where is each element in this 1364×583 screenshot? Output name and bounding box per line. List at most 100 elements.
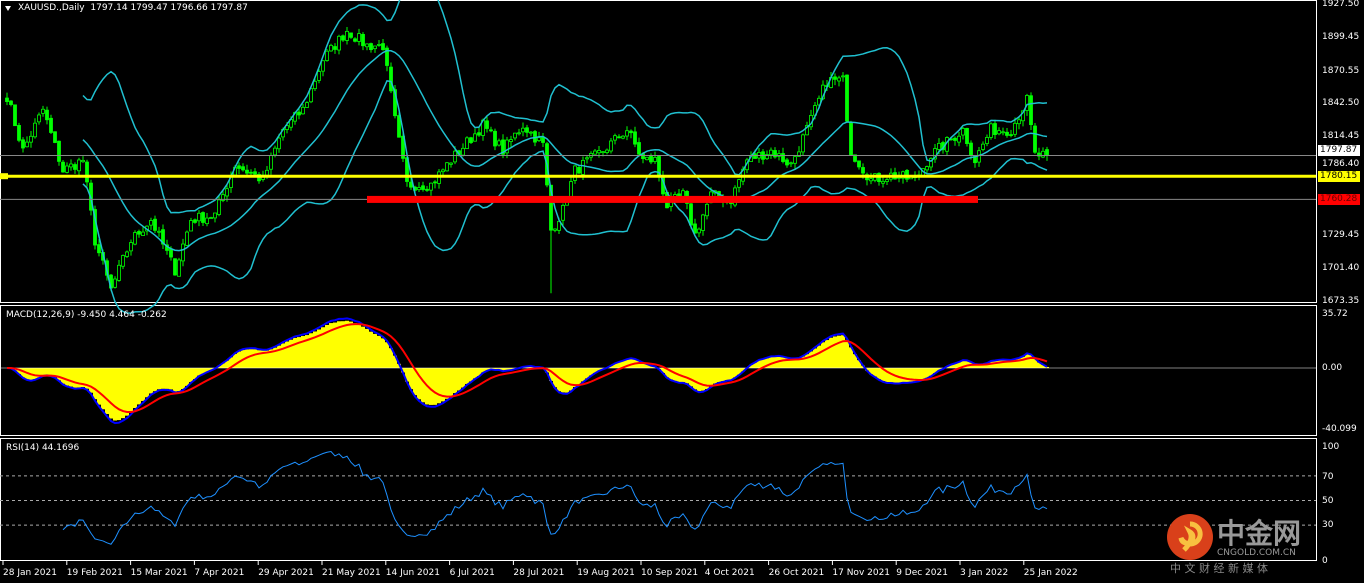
macd-histogram-bar <box>281 343 285 368</box>
candle-body <box>441 169 445 173</box>
candle-body <box>381 43 385 51</box>
candle-body <box>841 75 845 78</box>
macd-histogram-bar <box>181 368 185 390</box>
candle-body <box>505 139 509 154</box>
candle-body <box>217 199 221 215</box>
candle-body <box>269 155 273 170</box>
macd-histogram-bar <box>845 339 849 368</box>
macd-histogram-bar <box>665 368 669 378</box>
candle-body <box>277 137 281 150</box>
macd-histogram-bar <box>573 368 577 387</box>
rsi-label: RSI(14) 44.1696 <box>6 443 80 453</box>
macd-histogram-bar <box>329 323 333 368</box>
candle-body <box>1033 125 1037 153</box>
candle-body <box>193 219 197 223</box>
macd-histogram-bar <box>429 368 433 405</box>
macd-histogram-bar <box>913 368 917 382</box>
candle-body <box>525 127 529 133</box>
candle-body <box>445 162 449 172</box>
candle-body <box>245 169 249 174</box>
macd-histogram-bar <box>193 368 197 380</box>
macd-histogram-bar <box>565 368 569 393</box>
candle-body <box>577 167 581 174</box>
macd-histogram-bar <box>637 361 641 368</box>
macd-histogram-bar <box>349 321 353 368</box>
macd-histogram-bar <box>493 368 497 370</box>
macd-histogram-bar <box>433 368 437 405</box>
candle-body <box>345 30 349 41</box>
candle-body <box>325 50 329 61</box>
macd-histogram-bar <box>221 363 225 368</box>
macd-histogram-bar <box>621 360 625 368</box>
date-tick: 19 Aug 2021 <box>577 568 635 578</box>
candle-body <box>305 102 309 108</box>
candle-body <box>969 142 973 156</box>
yellow-line-tag: 1780.15 <box>1318 171 1360 182</box>
macd-histogram-bar <box>441 368 445 402</box>
macd-histogram-bar <box>949 364 953 368</box>
bollinger-upper <box>82 0 1048 214</box>
candle-body <box>957 135 961 143</box>
macd-histogram-bar <box>457 368 461 391</box>
candle-body <box>489 129 493 132</box>
macd-histogram-bar <box>817 345 821 368</box>
macd-histogram-bar <box>693 368 697 390</box>
macd-histogram-bar <box>177 368 181 392</box>
macd-histogram-bar <box>993 360 997 368</box>
macd-histogram-bar <box>325 324 329 368</box>
macd-histogram-bar <box>381 338 385 368</box>
macd-histogram-bar <box>889 368 893 383</box>
candle-body <box>637 142 641 155</box>
candle-body <box>137 231 141 235</box>
macd-histogram-bar <box>173 368 177 392</box>
candle-body <box>1045 149 1049 156</box>
macd-histogram-bar <box>277 345 281 368</box>
candle-body <box>349 32 353 38</box>
macd-histogram-bar <box>1045 366 1049 368</box>
candle-body <box>513 132 517 139</box>
candle-body <box>213 212 217 219</box>
candle-body <box>21 139 25 149</box>
candle-body <box>521 127 525 133</box>
macd-histogram-bar <box>41 368 45 376</box>
macd-histogram-bar <box>793 358 797 368</box>
macd-histogram-bar <box>133 368 137 409</box>
macd-histogram-bar <box>833 336 837 368</box>
macd-histogram-bar <box>1013 359 1017 368</box>
candle-body <box>157 230 161 233</box>
date-tick: 14 Jun 2021 <box>385 568 440 578</box>
logo-name: 中金网 <box>1217 517 1302 550</box>
candle-body <box>617 136 621 139</box>
macd-histogram-bar <box>553 368 557 388</box>
macd-histogram-bar <box>185 368 189 386</box>
candle-body <box>41 108 45 114</box>
macd-histogram-bar <box>977 364 981 368</box>
candle-body <box>737 179 741 188</box>
candle-body <box>161 229 165 245</box>
macd-histogram-bar <box>461 368 465 388</box>
candle-body <box>29 135 33 143</box>
macd-histogram-bar <box>905 368 909 383</box>
candle-body <box>497 140 501 146</box>
macd-histogram-bar <box>345 320 349 368</box>
macd-histogram-bar <box>897 368 901 383</box>
candle-body <box>25 141 29 148</box>
candle-body <box>517 132 521 135</box>
rsi-tick: 30 <box>1322 520 1334 530</box>
candle-body <box>429 182 433 191</box>
candle-body <box>753 153 757 159</box>
macd-histogram-bar <box>725 368 729 381</box>
macd-histogram-bar <box>421 368 425 403</box>
price-tick: 1814.45 <box>1322 131 1360 142</box>
current-price-tag: 1797.87 <box>1318 145 1360 156</box>
candle-body <box>53 131 57 143</box>
candle-body <box>693 223 697 234</box>
candle-body <box>629 130 633 134</box>
macd-histogram-bar <box>409 368 413 390</box>
macd-histogram-bar <box>801 356 805 368</box>
candle-body <box>425 188 429 191</box>
candle-body <box>561 204 565 221</box>
price-tick: 1870.55 <box>1322 65 1360 76</box>
candle-body <box>249 171 253 174</box>
